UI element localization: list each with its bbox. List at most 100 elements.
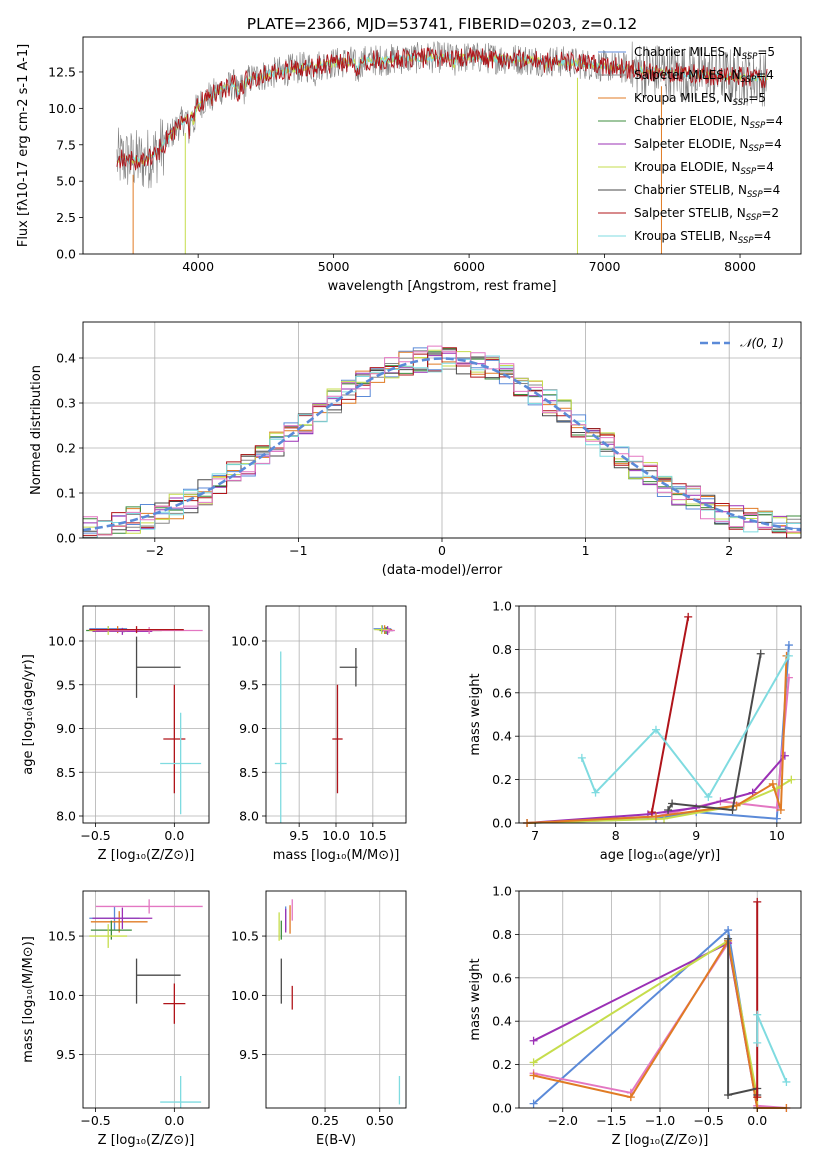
mass-weight-marker: [784, 641, 793, 650]
mass-weight-marker: [684, 612, 693, 621]
x-tick-label: −2: [146, 543, 164, 558]
legend-label-tail: =4: [756, 160, 774, 174]
x-tick-label: 10: [769, 828, 785, 843]
y-tick-label: 9.5: [239, 677, 259, 692]
mass-weight-marker: [724, 1090, 733, 1099]
error-bar-point: [160, 712, 202, 815]
x-tick-label: 7: [531, 828, 539, 843]
x-tick-label: −1: [289, 543, 307, 558]
y-axis-label: mass weight: [468, 958, 483, 1040]
y-tick-label: 2.5: [56, 210, 76, 225]
x-axis-label: (data-model)/error: [382, 563, 503, 578]
mass-weight-marker: [784, 651, 793, 660]
mass-weight-line: [527, 677, 790, 824]
y-tick-label: 10.5: [48, 929, 76, 944]
y-tick-label: 0.0: [56, 247, 76, 262]
mass-weight-marker: [756, 649, 765, 658]
x-tick-label: 10.5: [359, 828, 387, 843]
x-tick-label: 4000: [182, 259, 214, 274]
mass-weight-line: [527, 655, 788, 824]
y-tick-label: 8.0: [239, 809, 259, 824]
error-bar-point: [332, 684, 343, 794]
y-tick-label: 0.6: [492, 970, 512, 985]
legend-label-sub: SSP: [741, 75, 757, 85]
legend-label-tail: =5: [748, 91, 766, 105]
legend-label-tail: =2: [761, 206, 779, 220]
x-axis-label: Z [log₁₀(Z/Z⊙)]: [98, 848, 195, 863]
y-tick-label: 0.4: [492, 1014, 512, 1029]
legend-label-tail: =4: [764, 137, 782, 151]
legend-label-main: Salpeter STELIB, N: [634, 206, 746, 220]
axes-frame: [265, 890, 407, 1109]
x-axis-label: mass [log₁₀(M/M⊙)]: [273, 848, 400, 863]
x-tick-label: 0.0: [164, 828, 184, 843]
y-tick-label: 0.4: [56, 351, 76, 366]
y-axis-label: mass weight: [468, 673, 483, 755]
x-tick-label: −1.0: [645, 1113, 675, 1128]
mass-weight-line: [532, 928, 759, 1109]
mass-weight-marker: [753, 1010, 762, 1019]
mass-weight-marker: [626, 1093, 635, 1102]
x-axis-label: age [log₁₀(age/yr)]: [600, 848, 721, 863]
mass-weight-marker: [776, 805, 785, 814]
y-tick-label: 0.4: [492, 729, 512, 744]
legend-label-tail: =5: [757, 45, 775, 59]
mass-weight-marker: [529, 1036, 538, 1045]
mass-weight-line: [756, 1014, 788, 1083]
panel-residuals: −2 −1 0 1 2 0.0 0.1 0.2 0.3 0.4 (data-model)/error…: [29, 321, 802, 578]
x-tick-label: 8000: [724, 259, 756, 274]
mass-weight-marker: [772, 814, 781, 823]
y-axis-label: age [log₁₀(age/yr)]: [21, 654, 36, 775]
panel-mass-vs-ebv: 0.25 0.50 9.5 10.0 10.5 E(B-V): [231, 890, 407, 1148]
mass-weight-marker: [753, 897, 762, 906]
normal-distribution-curve: [82, 357, 802, 532]
legend-label-main: Salpeter MILES, N: [634, 68, 741, 82]
mass-weight-marker: [651, 812, 660, 821]
y-tick-label: 8.5: [239, 765, 259, 780]
legend-label: Salpeter STELIB, NSSP=2: [634, 206, 779, 223]
y-tick-label: 8.5: [56, 765, 76, 780]
mass-weight-marker: [668, 799, 677, 808]
mass-weight-line: [527, 645, 790, 824]
mass-weight-marker: [591, 788, 600, 797]
axes-frame: [82, 36, 802, 255]
y-tick-label: 10.5: [231, 929, 259, 944]
y-axis-label: mass [log₁₀(M/M⊙)]: [21, 936, 36, 1063]
legend-label-main: Chabrier STELIB, N: [634, 183, 747, 197]
mass-weight-line: [650, 616, 690, 813]
histogram-pink: [82, 345, 801, 538]
x-axis-label: Z [log₁₀(Z/Z⊙)]: [612, 1133, 709, 1148]
y-tick-label: 9.0: [239, 721, 259, 736]
y-tick-label: 0.0: [492, 816, 512, 831]
y-tick-label: 5.0: [56, 174, 76, 189]
legend-label-tail: =4: [756, 68, 774, 82]
y-tick-label: 0.0: [56, 531, 76, 546]
legend-label: Kroupa ELODIE, NSSP=4: [634, 160, 774, 177]
axes-frame: [82, 605, 210, 824]
legend-label: Kroupa STELIB, NSSP=4: [634, 229, 771, 246]
y-tick-label: 10.0: [48, 101, 76, 116]
mass-weight-marker: [529, 1071, 538, 1080]
legend-label-main: Chabrier ELODIE, N: [634, 114, 750, 128]
mass-weight-marker: [782, 1077, 791, 1086]
y-tick-label: 0.2: [492, 1057, 512, 1072]
x-tick-label: 2: [725, 543, 733, 558]
y-tick-label: 10.0: [48, 988, 76, 1003]
model-line-salpeter-stelib: [116, 47, 768, 171]
legend-label: Chabrier STELIB, NSSP=4: [634, 183, 780, 200]
x-tick-label: 5000: [318, 259, 350, 274]
error-bar-point: [374, 625, 390, 634]
y-tick-label: 10.0: [231, 634, 259, 649]
mass-weight-marker: [529, 1058, 538, 1067]
panel-age-vs-Z: −0.5 0.0 8.0 8.5 9.0 9.5 10.0 Z [log₁₀(Z/Z⊙)] ag…: [21, 605, 210, 863]
y-tick-label: 12.5: [48, 64, 76, 79]
error-bar-point: [160, 1075, 202, 1108]
x-tick-label: 6000: [453, 259, 485, 274]
legend-label-main: Kroupa MILES, N: [634, 91, 733, 105]
y-tick-label: 0.3: [56, 396, 76, 411]
x-tick-label: 0.0: [747, 1113, 767, 1128]
mass-weight-marker: [724, 926, 733, 935]
x-axis-label: wavelength [Angstrom, rest frame]: [328, 279, 557, 294]
mass-weight-marker: [753, 1038, 762, 1047]
